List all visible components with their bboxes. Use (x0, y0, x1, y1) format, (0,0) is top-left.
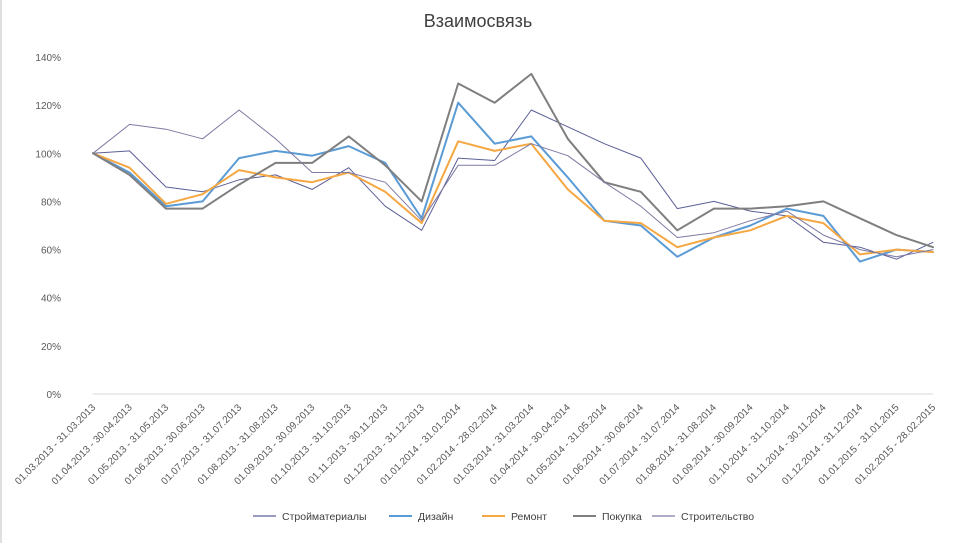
series-line-3 (92, 140, 934, 256)
legend: Стройматериалы Дизайн Ремонт Покупка Строите… (253, 511, 754, 523)
series-lines (92, 72, 934, 263)
y-axis-tick-labels: 0% 20% 40% 60% 80% 100% 120% 140% (35, 53, 61, 401)
legend-label: Ремонт (511, 511, 547, 523)
y-tick-label: 140% (35, 53, 61, 64)
legend-label: Покупка (602, 511, 642, 523)
series-line-2 (92, 101, 934, 263)
legend-label: Стройматериалы (282, 511, 367, 523)
series-line-5 (92, 109, 934, 258)
y-tick-label: 80% (41, 197, 61, 208)
chart-title: Взаимосвязь (424, 11, 532, 31)
series-line-1 (92, 109, 934, 260)
legend-label: Дизайн (418, 511, 453, 523)
y-tick-label: 20% (41, 342, 61, 353)
y-tick-label: 100% (35, 149, 61, 160)
y-tick-label: 40% (41, 294, 61, 305)
y-tick-label: 120% (35, 101, 61, 112)
legend-label: Строительство (681, 511, 754, 523)
y-tick-label: 60% (41, 246, 61, 257)
series-line-4 (92, 72, 934, 249)
y-tick-label: 0% (47, 390, 62, 401)
